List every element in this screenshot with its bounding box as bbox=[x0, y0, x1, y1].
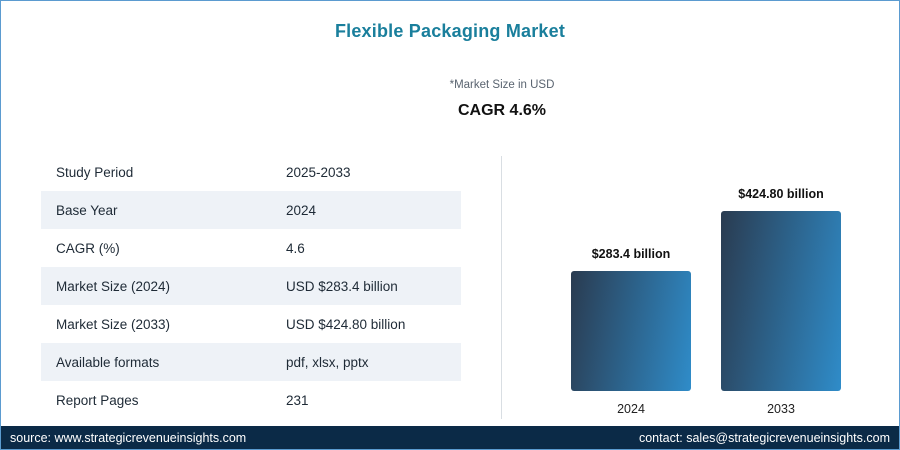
table-row: Report Pages 231 bbox=[41, 381, 461, 419]
table-row: CAGR (%) 4.6 bbox=[41, 229, 461, 267]
row-label: Available formats bbox=[56, 354, 160, 370]
table-row: Market Size (2033) USD $424.80 billion bbox=[41, 305, 461, 343]
headline-block: *Market Size in USD CAGR 4.6% bbox=[1, 79, 899, 120]
footer-bar: source: www.strategicrevenueinsights.com… bbox=[1, 426, 899, 449]
row-value: USD $283.4 billion bbox=[286, 278, 398, 294]
summary-table: Study Period 2025-2033 Base Year 2024 CA… bbox=[41, 153, 461, 419]
table-row: Base Year 2024 bbox=[41, 191, 461, 229]
row-value: 4.6 bbox=[286, 240, 305, 256]
row-label: Study Period bbox=[56, 164, 134, 180]
row-label: Market Size (2024) bbox=[56, 278, 171, 294]
row-value: 2025-2033 bbox=[286, 164, 351, 180]
bar-2024 bbox=[571, 271, 691, 391]
bar-year-label: 2033 bbox=[767, 402, 795, 416]
bar-2033 bbox=[721, 211, 841, 391]
row-label: Report Pages bbox=[56, 392, 139, 408]
footer-source: source: www.strategicrevenueinsights.com bbox=[10, 430, 247, 445]
bar-group-2024: $283.4 billion 2024 bbox=[571, 247, 691, 416]
row-value: 2024 bbox=[286, 202, 317, 218]
cagr-headline: CAGR 4.6% bbox=[457, 102, 547, 119]
page-title: Flexible Packaging Market bbox=[334, 21, 566, 41]
row-label: Base Year bbox=[56, 202, 118, 218]
row-value: pdf, xlsx, pptx bbox=[286, 354, 369, 370]
footer-contact: contact: sales@strategicrevenueinsights.… bbox=[638, 430, 890, 445]
row-value: 231 bbox=[286, 392, 309, 408]
bar-value-label: $283.4 billion bbox=[591, 247, 671, 261]
vertical-divider bbox=[501, 156, 502, 419]
bar-group-2033: $424.80 billion 2033 bbox=[721, 187, 841, 416]
table-row: Available formats pdf, xlsx, pptx bbox=[41, 343, 461, 381]
row-label: CAGR (%) bbox=[56, 240, 120, 256]
table-row: Market Size (2024) USD $283.4 billion bbox=[41, 267, 461, 305]
table-row: Study Period 2025-2033 bbox=[41, 153, 461, 191]
bar-year-label: 2024 bbox=[617, 402, 645, 416]
bar-chart: $283.4 billion 2024 $424.80 billion 2033 bbox=[541, 161, 871, 416]
market-size-note: *Market Size in USD bbox=[449, 79, 555, 91]
bar-value-label: $424.80 billion bbox=[738, 187, 824, 201]
row-label: Market Size (2033) bbox=[56, 316, 171, 332]
row-value: USD $424.80 billion bbox=[286, 316, 406, 332]
